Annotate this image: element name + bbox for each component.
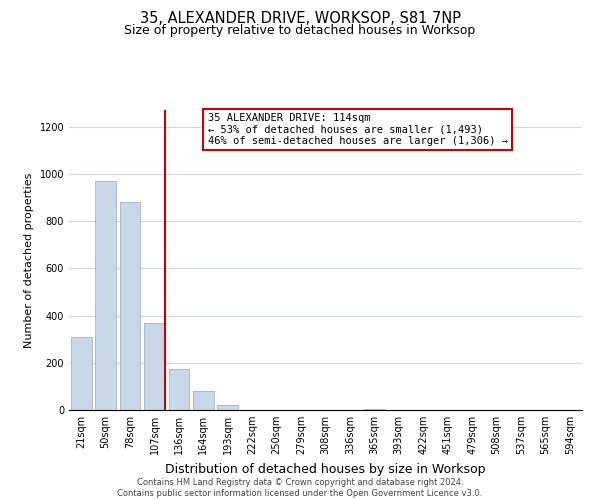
Bar [364, 409, 385, 410]
Bar [71, 337, 92, 410]
Bar [217, 406, 238, 410]
Bar [119, 202, 140, 410]
Y-axis label: Number of detached properties: Number of detached properties [24, 172, 34, 348]
Bar [193, 391, 214, 410]
X-axis label: Distribution of detached houses by size in Worksop: Distribution of detached houses by size … [165, 462, 486, 475]
Text: 35 ALEXANDER DRIVE: 114sqm
← 53% of detached houses are smaller (1,493)
46% of s: 35 ALEXANDER DRIVE: 114sqm ← 53% of deta… [208, 113, 508, 146]
Bar [144, 322, 165, 410]
Bar [95, 181, 116, 410]
Text: Size of property relative to detached houses in Worksop: Size of property relative to detached ho… [124, 24, 476, 37]
Text: Contains HM Land Registry data © Crown copyright and database right 2024.
Contai: Contains HM Land Registry data © Crown c… [118, 478, 482, 498]
Bar [169, 368, 190, 410]
Text: 35, ALEXANDER DRIVE, WORKSOP, S81 7NP: 35, ALEXANDER DRIVE, WORKSOP, S81 7NP [139, 11, 461, 26]
